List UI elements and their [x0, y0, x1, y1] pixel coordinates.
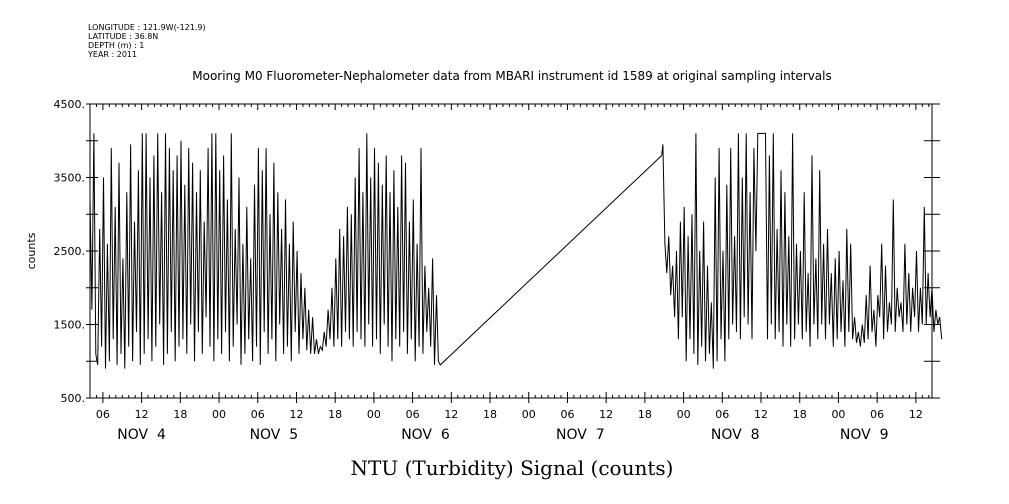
x-tick-label: 18	[793, 408, 807, 421]
chart-title: Mooring M0 Fluorometer-Nephalometer data…	[192, 69, 832, 83]
x-tick-label: 06	[560, 408, 574, 421]
x-tick-label: 12	[289, 408, 303, 421]
x-axis-label: NTU (Turbidity) Signal (counts)	[351, 456, 674, 480]
y-tick-label: 500.	[61, 392, 86, 405]
day-label: NOV 6	[401, 427, 450, 443]
x-tick-label: 18	[483, 408, 497, 421]
x-tick-label: 00	[677, 408, 691, 421]
x-tick-label: 06	[406, 408, 420, 421]
longitude-text: LONGITUDE : 121.9W(-121.9)	[88, 23, 206, 32]
day-labels: NOV 4 NOV 5 NOV 6 NOV 7 NOV 8 NOV 9	[117, 427, 888, 443]
y-tick-label: 3500.	[54, 172, 86, 185]
day-label: NOV 8	[711, 427, 760, 443]
latitude-text: LATITUDE : 36.8N	[88, 32, 158, 41]
x-tick-label: 06	[96, 408, 110, 421]
day-label: NOV 7	[556, 427, 605, 443]
x-tick-label: 12	[444, 408, 458, 421]
x-tick-label: 12	[909, 408, 923, 421]
day-label: NOV 4	[117, 427, 166, 443]
y-tick-labels: 500. 1500. 2500. 3500. 4500.	[54, 98, 86, 405]
x-tick-label: 06	[251, 408, 265, 421]
x-tick-label: 06	[715, 408, 729, 421]
y-axis-label: counts	[25, 232, 38, 269]
header-metadata: LONGITUDE : 121.9W(-121.9) LATITUDE : 36…	[87, 23, 206, 59]
x-tick-label: 00	[367, 408, 381, 421]
x-tick-label: 18	[173, 408, 187, 421]
x-tick-label: 12	[599, 408, 613, 421]
y-tick-label: 1500.	[54, 319, 86, 332]
y-tick-label: 4500.	[54, 98, 86, 111]
x-tick-labels: 06 12 18 00 06 12 18 00 06 12 18 00 06 12 18 00 06 12 18 00…	[96, 408, 923, 421]
y-tick-label: 2500.	[54, 245, 86, 258]
day-label: NOV 5	[250, 427, 299, 443]
depth-text: DEPTH (m) : 1	[88, 41, 144, 50]
x-tick-label: 12	[754, 408, 768, 421]
series-line-ntu	[89, 132, 943, 369]
x-tick-label: 18	[638, 408, 652, 421]
year-text: YEAR : 2011	[87, 50, 137, 59]
x-tick-label: 18	[328, 408, 342, 421]
x-tick-label: 12	[135, 408, 149, 421]
axis-ticks	[86, 103, 940, 403]
x-tick-label: 00	[212, 408, 226, 421]
day-label: NOV 9	[840, 427, 889, 443]
x-tick-label: 00	[522, 408, 536, 421]
x-tick-label: 06	[870, 408, 884, 421]
x-tick-label: 00	[831, 408, 845, 421]
